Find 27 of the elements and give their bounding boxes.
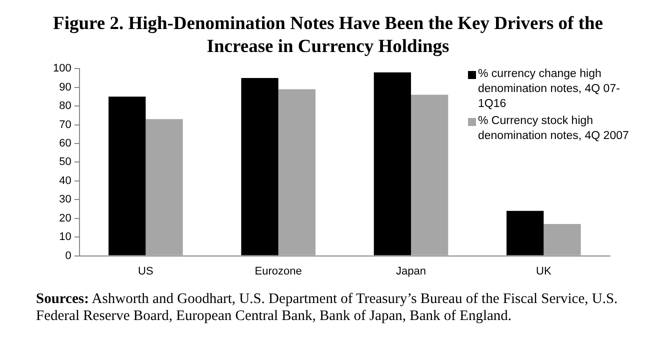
y-tick-label: 90 bbox=[59, 81, 72, 94]
y-tick-label: 50 bbox=[59, 156, 72, 168]
bar bbox=[108, 96, 146, 256]
bar bbox=[278, 89, 316, 256]
bar bbox=[411, 94, 448, 256]
y-tick-label: 60 bbox=[59, 138, 72, 150]
y-tick-label: 100 bbox=[52, 62, 72, 75]
y-tick-label: 40 bbox=[59, 174, 72, 187]
x-tick-label: UK bbox=[536, 265, 552, 278]
y-tick-label: 30 bbox=[59, 194, 72, 206]
chart-title: Figure 2. High-Denomination Notes Have Been the Key Drivers of the Increase in Currency Holdings bbox=[52, 13, 604, 59]
y-tick-label: 20 bbox=[59, 212, 72, 224]
bar bbox=[506, 210, 544, 256]
source-note: Sources: Ashworth and Goodhart, U.S. Department of Treasury’s Bureau of the Fiscal Service, U.S. Federal Reserve Board, European Central Bank, Bank of Japan, Bank of England. bbox=[35, 290, 619, 325]
x-tick-label: US bbox=[138, 265, 154, 278]
bar bbox=[146, 119, 183, 256]
y-tick-label: 10 bbox=[59, 231, 72, 244]
y-tick-label: 80 bbox=[59, 100, 72, 112]
bar bbox=[241, 78, 278, 256]
legend-label: % currency change high denomination notes, 4Q 07-1Q16 bbox=[478, 67, 621, 112]
bar bbox=[544, 224, 581, 256]
legend-label: % Currency stock high denomination notes, 4Q 2007 bbox=[478, 114, 630, 144]
bar bbox=[374, 72, 412, 256]
y-tick-label: 70 bbox=[59, 118, 72, 131]
y-tick-label: 0 bbox=[65, 250, 72, 262]
x-tick-label: Japan bbox=[396, 265, 426, 278]
x-tick-label: Eurozone bbox=[254, 265, 302, 278]
